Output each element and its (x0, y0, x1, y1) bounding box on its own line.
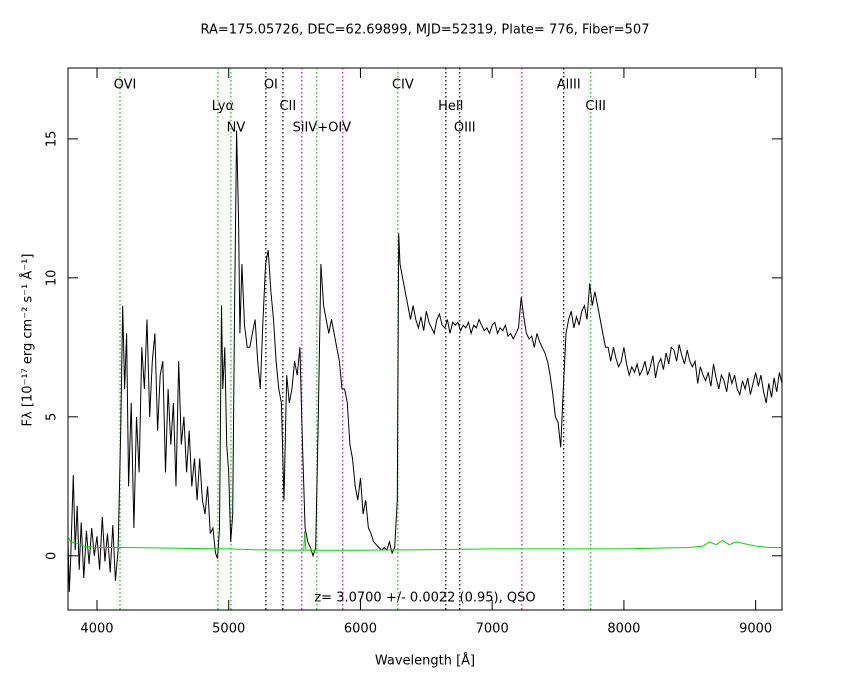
x-tick-label: 8000 (607, 622, 640, 637)
y-tick-label: 10 (45, 270, 60, 287)
x-axis-label: Wavelength [Å] (375, 653, 475, 669)
y-axis-label: Fλ [10⁻¹⁷ erg cm⁻² s⁻¹ Å⁻¹] (20, 254, 36, 427)
line-label: OI (264, 78, 278, 93)
x-tick-label: 7000 (476, 622, 509, 637)
line-label: AlIII (557, 78, 581, 93)
line-label: NV (227, 121, 246, 136)
line-label: HeII (438, 99, 463, 114)
x-tick-label: 6000 (344, 622, 377, 637)
x-tick-label: 5000 (212, 622, 245, 637)
x-tick-label: 9000 (739, 622, 772, 637)
line-label: CIII (585, 99, 606, 114)
y-tick-label: 15 (45, 131, 60, 148)
line-label: OVI (114, 78, 137, 93)
annotation: z= 3.0700 +/- 0.0022 (0.95), QSO (314, 591, 535, 606)
line-label: CII (279, 99, 296, 114)
line-label: OIII (454, 121, 476, 136)
x-tick-label: 4000 (80, 622, 113, 637)
y-tick-label: 5 (45, 413, 60, 421)
line-label: SiIV+OIV (293, 121, 352, 136)
spectrum-line (68, 130, 782, 592)
line-label: CIV (392, 78, 414, 93)
chart-title: RA=175.05726, DEC=62.69899, MJD=52319, P… (201, 23, 650, 38)
line-label: Lyα (212, 99, 234, 114)
y-tick-label: 0 (45, 552, 60, 560)
plot-frame (67, 67, 783, 611)
spectrum-line (68, 530, 782, 551)
